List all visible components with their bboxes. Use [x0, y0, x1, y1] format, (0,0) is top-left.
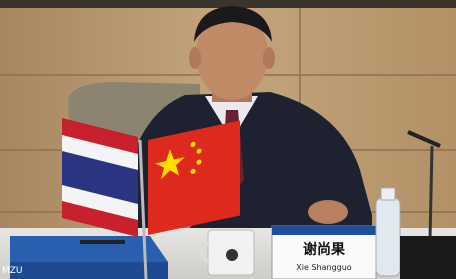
page: 谢尚果 Xie Shangguo MZU (() => { const data… [0, 0, 456, 279]
thai-flag [62, 118, 138, 237]
pen [80, 240, 125, 244]
nameplate-name-en: Xie Shangguo [296, 263, 352, 272]
mic-base [400, 236, 456, 279]
nameplate-name-zh: 谢尚果 [303, 241, 346, 258]
water-bottle [376, 198, 400, 276]
mic-stem [430, 146, 432, 240]
china-flag [148, 120, 240, 235]
bottle-cap [381, 188, 395, 200]
ear-left [189, 47, 201, 69]
nameplate-stripe [272, 226, 376, 235]
hand-right [308, 200, 348, 224]
ear-right [263, 47, 275, 69]
corner-label: MZU [2, 266, 23, 276]
photo-scene: 谢尚果 Xie Shangguo MZU [0, 0, 456, 279]
mug-logo [226, 249, 238, 261]
